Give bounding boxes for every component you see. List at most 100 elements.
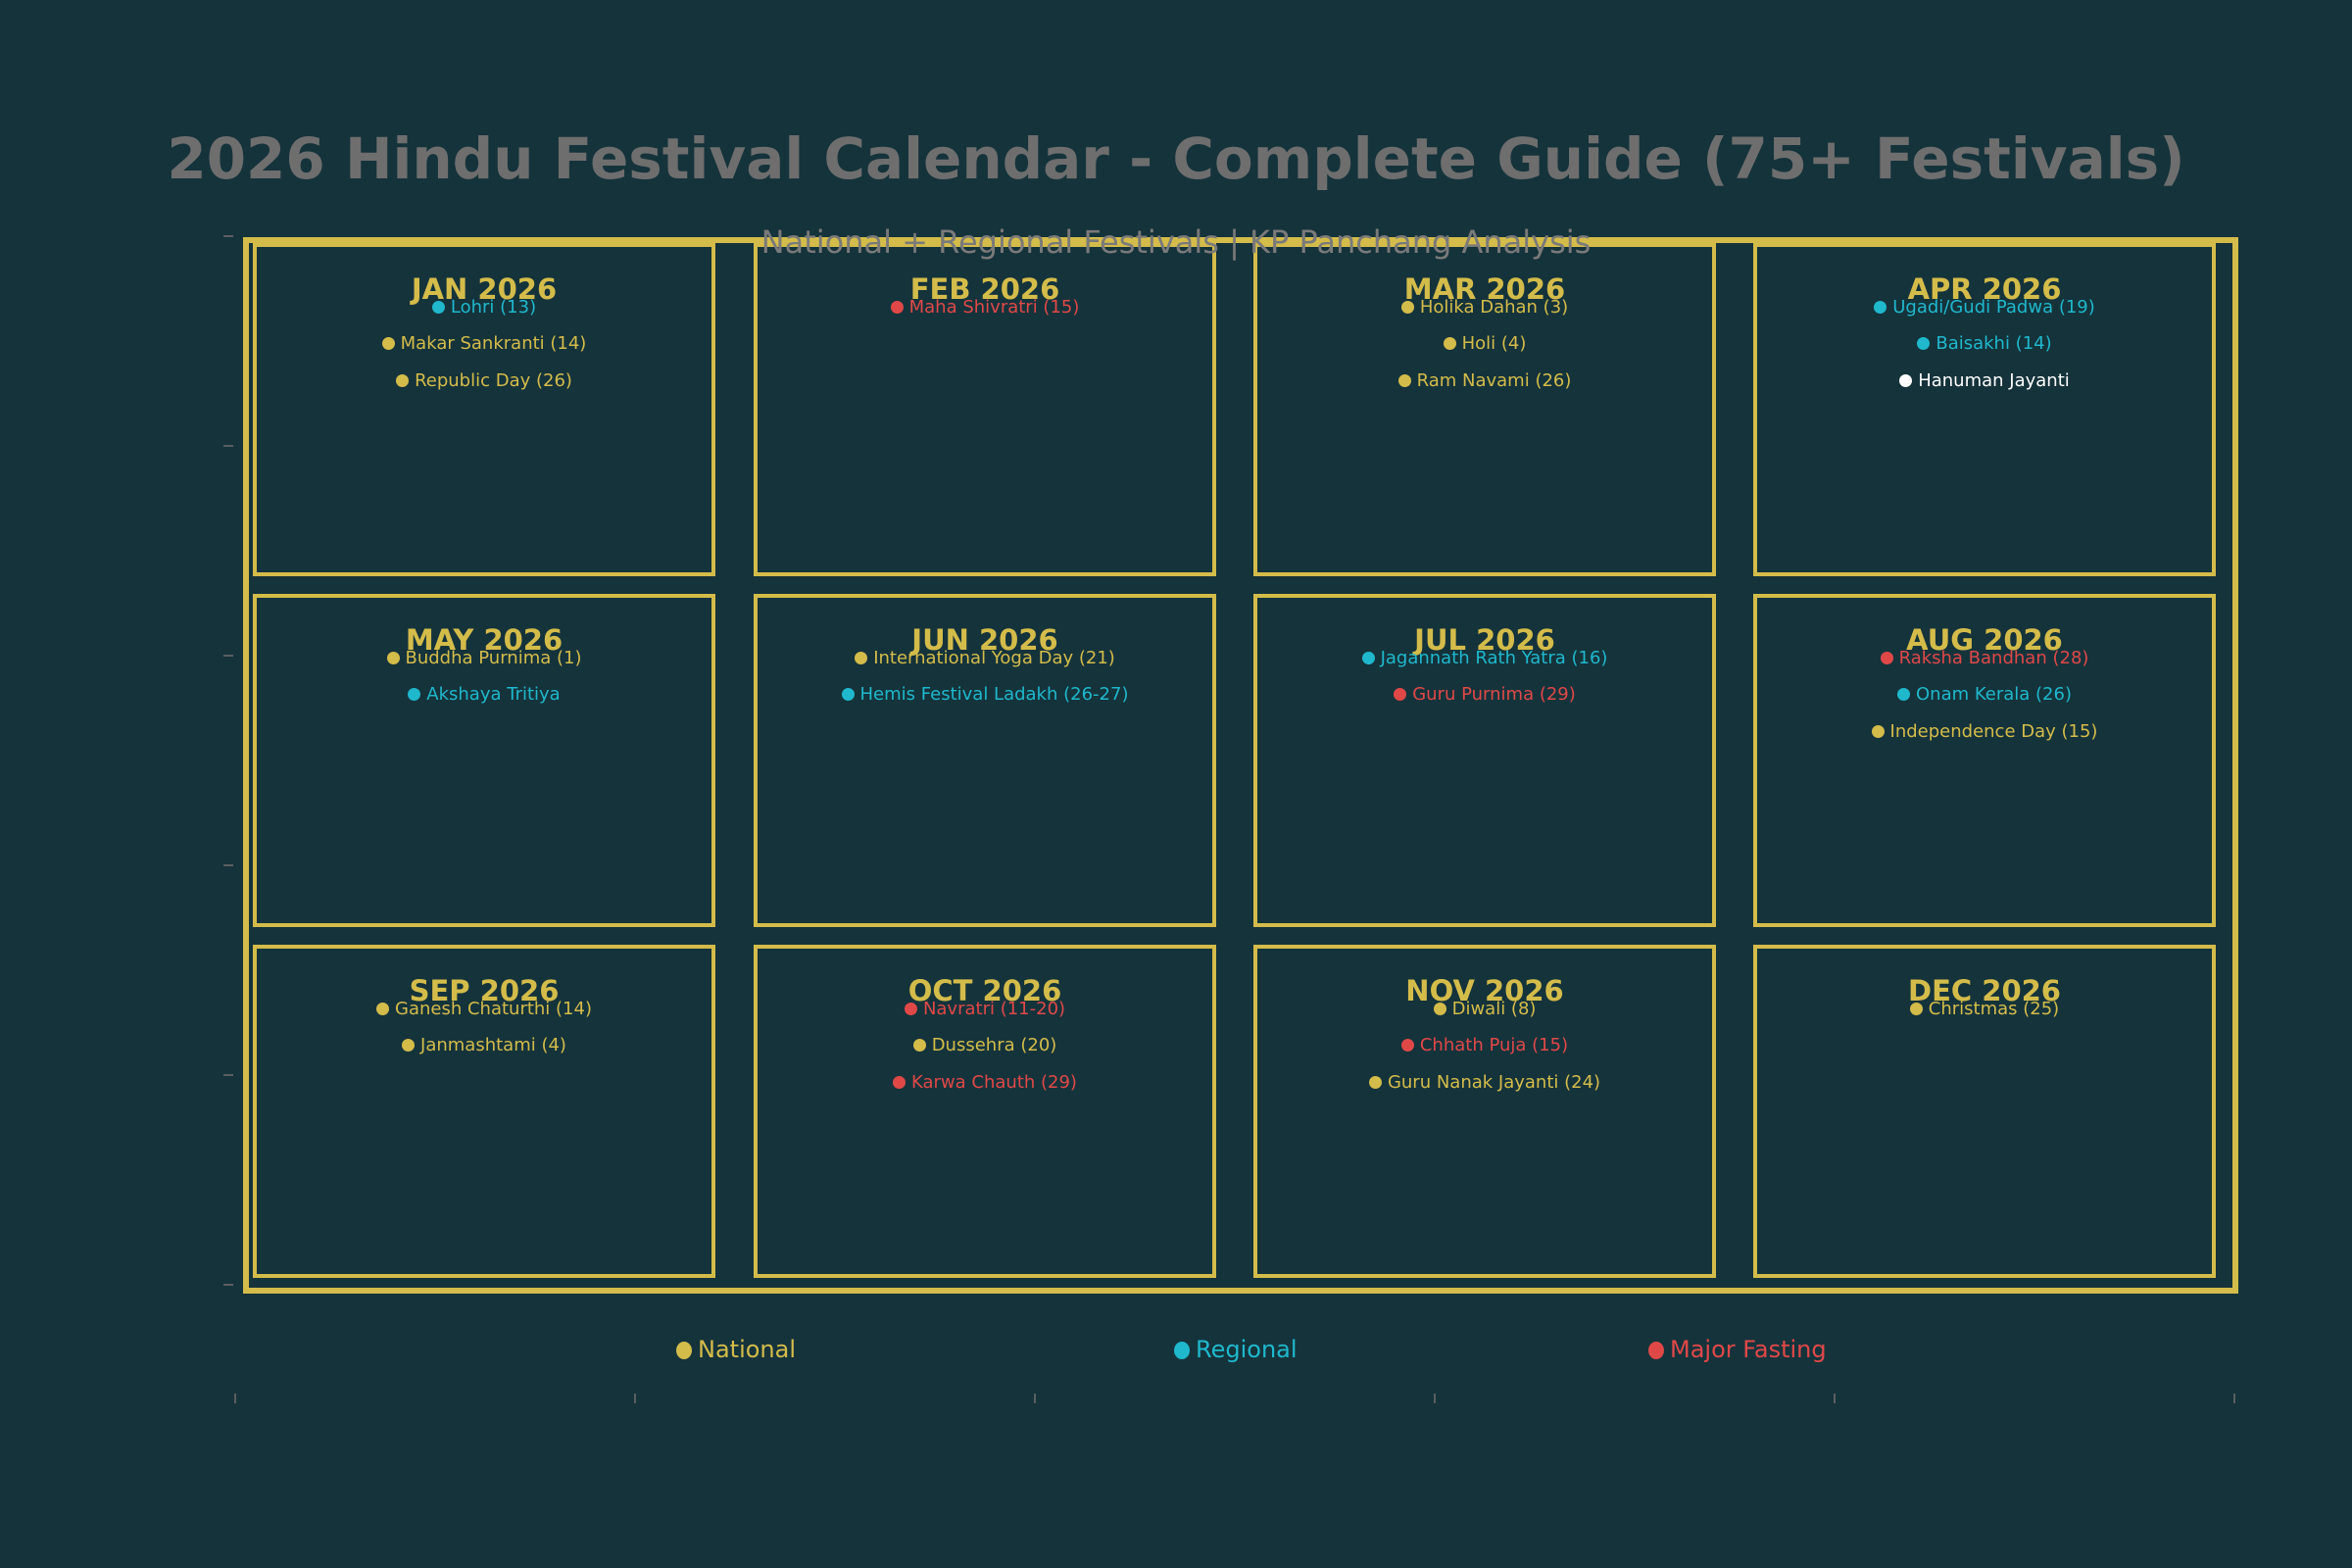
month-panel: APR 2026 Ugadi/Gudi Padwa (19) Baisakhi (1… <box>1753 243 2216 576</box>
month-title: JUN 2026 <box>911 623 1058 657</box>
bullet-dot-icon <box>1899 374 1913 387</box>
festival-label: Onam Kerala (26) <box>1916 684 2072 705</box>
month-panel: JUN 2026 International Yoga Day (21) Hemis… <box>754 594 1216 927</box>
festival-label: Janmashtami (4) <box>420 1035 566 1055</box>
month-panel: MAR 2026 Holika Dahan (3) Holi (4) Ram Nava… <box>1253 243 1716 576</box>
x-tick <box>1834 1394 1836 1403</box>
month-title: DEC 2026 <box>1908 974 2061 1007</box>
month-title: MAR 2026 <box>1403 272 1566 306</box>
bullet-dot-icon <box>381 337 395 350</box>
festival-item: Guru Nanak Jayanti (24) <box>1257 1072 1712 1094</box>
month-title: APR 2026 <box>1907 272 2062 306</box>
festival-item: Chhath Puja (15) <box>1257 1035 1712 1056</box>
festival-label: Buddha Purnima (1) <box>405 648 582 668</box>
month-title: FEB 2026 <box>909 272 1060 306</box>
bullet-dot-icon <box>1874 301 1887 314</box>
legend-dot-icon <box>1648 1342 1664 1359</box>
festival-item: Ugadi/Gudi Padwa (19) <box>1757 297 2212 318</box>
festival-label: Akshaya Tritiya <box>426 684 561 705</box>
festival-label: Holi (4) <box>1461 333 1527 354</box>
festival-item: Holi (4) <box>1257 333 1712 355</box>
bullet-dot-icon <box>1880 652 1893 664</box>
bullet-dot-icon <box>1897 688 1910 701</box>
festival-label: Jagannath Rath Yatra (16) <box>1380 648 1608 668</box>
festival-item: Raksha Bandhan (28) <box>1757 648 2212 669</box>
x-tick <box>1434 1394 1436 1403</box>
festival-item: Republic Day (26) <box>257 370 711 392</box>
x-tick <box>234 1394 236 1403</box>
festival-label: Ganesh Chaturthi (14) <box>395 999 592 1019</box>
bullet-dot-icon <box>1400 301 1414 314</box>
legend-dot-icon <box>1174 1342 1190 1359</box>
chart-subtitle: National + Regional Festivals | KP Panch… <box>760 223 1592 261</box>
bullet-dot-icon <box>1397 374 1411 387</box>
calendar-frame <box>243 237 2238 1294</box>
festival-item: Guru Purnima (29) <box>1257 684 1712 706</box>
x-tick <box>634 1394 636 1403</box>
x-tick <box>1034 1394 1036 1403</box>
bullet-dot-icon <box>912 1039 926 1052</box>
festival-item: Janmashtami (4) <box>257 1035 711 1056</box>
festival-item: Makar Sankranti (14) <box>257 333 711 355</box>
festival-label: Guru Purnima (29) <box>1412 684 1576 705</box>
bullet-dot-icon <box>1917 337 1931 350</box>
festival-item: Ganesh Chaturthi (14) <box>257 999 711 1020</box>
bullet-dot-icon <box>1394 688 1407 701</box>
festival-item: Hemis Festival Ladakh (26-27) <box>758 684 1212 706</box>
y-tick <box>223 1284 233 1286</box>
legend-item: National <box>676 1335 796 1364</box>
month-title: SEP 2026 <box>409 974 560 1007</box>
bullet-dot-icon <box>1433 1003 1446 1015</box>
festival-label: Hemis Festival Ladakh (26-27) <box>859 684 1129 705</box>
festival-item: Holika Dahan (3) <box>1257 297 1712 318</box>
festival-item: Christmas (25) <box>1757 999 2212 1020</box>
bullet-dot-icon <box>890 301 904 314</box>
festival-item: Hanuman Jayanti <box>1757 370 2212 392</box>
bullet-dot-icon <box>376 1003 389 1015</box>
bullet-dot-icon <box>396 374 410 387</box>
festival-label: Maha Shivratri (15) <box>908 297 1080 318</box>
festival-item: Maha Shivratri (15) <box>758 297 1212 318</box>
month-panel: DEC 2026 Christmas (25) <box>1753 945 2216 1278</box>
festival-label: Hanuman Jayanti <box>1918 370 2070 391</box>
festival-label: Christmas (25) <box>1928 999 2060 1019</box>
month-panel: NOV 2026 Diwali (8) Chhath Puja (15) Guru N… <box>1253 945 1716 1278</box>
festival-item: Karwa Chauth (29) <box>758 1072 1212 1094</box>
y-tick <box>223 235 233 237</box>
bullet-dot-icon <box>841 688 855 701</box>
month-panel: JUL 2026 Jagannath Rath Yatra (16) Guru Pu… <box>1253 594 1716 927</box>
festival-label: Baisakhi (14) <box>1936 333 2052 354</box>
festival-label: Navratri (11-20) <box>922 999 1066 1019</box>
festival-label: Republic Day (26) <box>415 370 572 391</box>
month-panel: OCT 2026 Navratri (11-20) Dussehra (20) Kar… <box>754 945 1216 1278</box>
legend-label: National <box>698 1336 797 1363</box>
legend-item: Regional <box>1174 1335 1298 1364</box>
festival-label: Guru Nanak Jayanti (24) <box>1387 1072 1601 1093</box>
festival-item: Akshaya Tritiya <box>257 684 711 706</box>
bullet-dot-icon <box>1361 652 1375 664</box>
festival-label: Independence Day (15) <box>1889 721 2098 742</box>
festival-label: International Yoga Day (21) <box>873 648 1115 668</box>
month-title: JUL 2026 <box>1414 623 1555 657</box>
bullet-dot-icon <box>402 1039 416 1052</box>
month-panel: MAY 2026 Buddha Purnima (1) Akshaya Tritiy… <box>253 594 715 927</box>
bullet-dot-icon <box>855 652 868 664</box>
festival-label: Lohri (13) <box>450 297 537 318</box>
bullet-dot-icon <box>408 688 421 701</box>
month-panel: JAN 2026 Lohri (13) Makar Sankranti (14) Re… <box>253 243 715 576</box>
bullet-dot-icon <box>431 301 445 314</box>
festival-label: Chhath Puja (15) <box>1419 1035 1569 1055</box>
festival-item: Diwali (8) <box>1257 999 1712 1020</box>
festival-item: Buddha Purnima (1) <box>257 648 711 669</box>
month-panel: AUG 2026 Raksha Bandhan (28) Onam Kerala (… <box>1753 594 2216 927</box>
bullet-dot-icon <box>1368 1076 1382 1089</box>
month-title: JAN 2026 <box>411 272 558 306</box>
festival-label: Diwali (8) <box>1451 999 1537 1019</box>
festival-item: Independence Day (15) <box>1757 721 2212 743</box>
festival-label: Karwa Chauth (29) <box>911 1072 1077 1093</box>
festival-item: Navratri (11-20) <box>758 999 1212 1020</box>
festival-label: Ugadi/Gudi Padwa (19) <box>1892 297 2095 318</box>
chart-title: 2026 Hindu Festival Calendar - Complete … <box>167 125 2185 192</box>
festival-item: Baisakhi (14) <box>1757 333 2212 355</box>
month-title: NOV 2026 <box>1405 974 1564 1007</box>
